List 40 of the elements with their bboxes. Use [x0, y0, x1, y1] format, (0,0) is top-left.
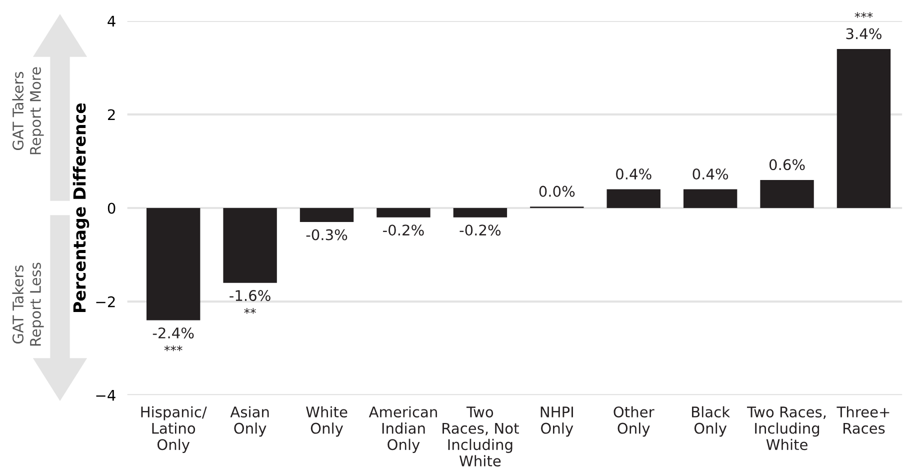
annotation: *** — [164, 345, 182, 352]
x-tick-label: Black Only — [692, 406, 730, 437]
data-label: 0.0% — [539, 186, 575, 197]
bar — [760, 180, 814, 208]
x-tick-label: NHPI Only — [540, 406, 574, 437]
bar — [836, 49, 891, 208]
x-tick-label: Hispanic/ Latino Only — [141, 406, 207, 453]
data-label: -0.3% — [306, 229, 348, 240]
y-tick-label: 2 — [108, 109, 115, 120]
data-label: -1.6% — [230, 290, 270, 302]
bar — [683, 189, 738, 208]
x-tick-label: Two Races, Not Including White — [442, 406, 519, 466]
y-tick-label: −2 — [96, 296, 115, 308]
text: GAT Takers Report Less — [12, 262, 44, 346]
y-tick-label: 4 — [108, 16, 116, 26]
x-tick-label: Two Races, Including White — [747, 406, 826, 450]
bar — [453, 208, 508, 218]
data-label: -0.2% — [460, 224, 501, 236]
data-label: 3.4% — [846, 28, 882, 40]
y-axis-title: Percentage Difference — [72, 103, 90, 312]
data-label: 0.4% — [692, 168, 728, 180]
text: GAT Takers Report More — [12, 67, 44, 154]
x-tick-label: Other Only — [614, 406, 654, 437]
x-tick-label: White Only — [306, 406, 348, 437]
data-label: 0.6% — [769, 159, 805, 170]
x-tick-label: Three+ Races — [836, 406, 890, 434]
x-tick-label: Asian Only — [230, 406, 269, 437]
data-label: 0.4% — [616, 168, 652, 180]
y-tick-label: 0 — [108, 202, 116, 214]
bar — [146, 208, 200, 320]
x-tick-label: American Indian Only — [368, 406, 437, 453]
y-tick-label: −4 — [96, 390, 116, 401]
bar — [223, 208, 277, 283]
data-label: -2.4% — [152, 327, 194, 338]
annotation: *** — [854, 12, 873, 18]
bar — [300, 208, 354, 222]
annotation: ** — [244, 308, 256, 314]
bar — [606, 189, 660, 208]
bar — [376, 208, 430, 218]
data-label: -0.2% — [383, 224, 424, 236]
